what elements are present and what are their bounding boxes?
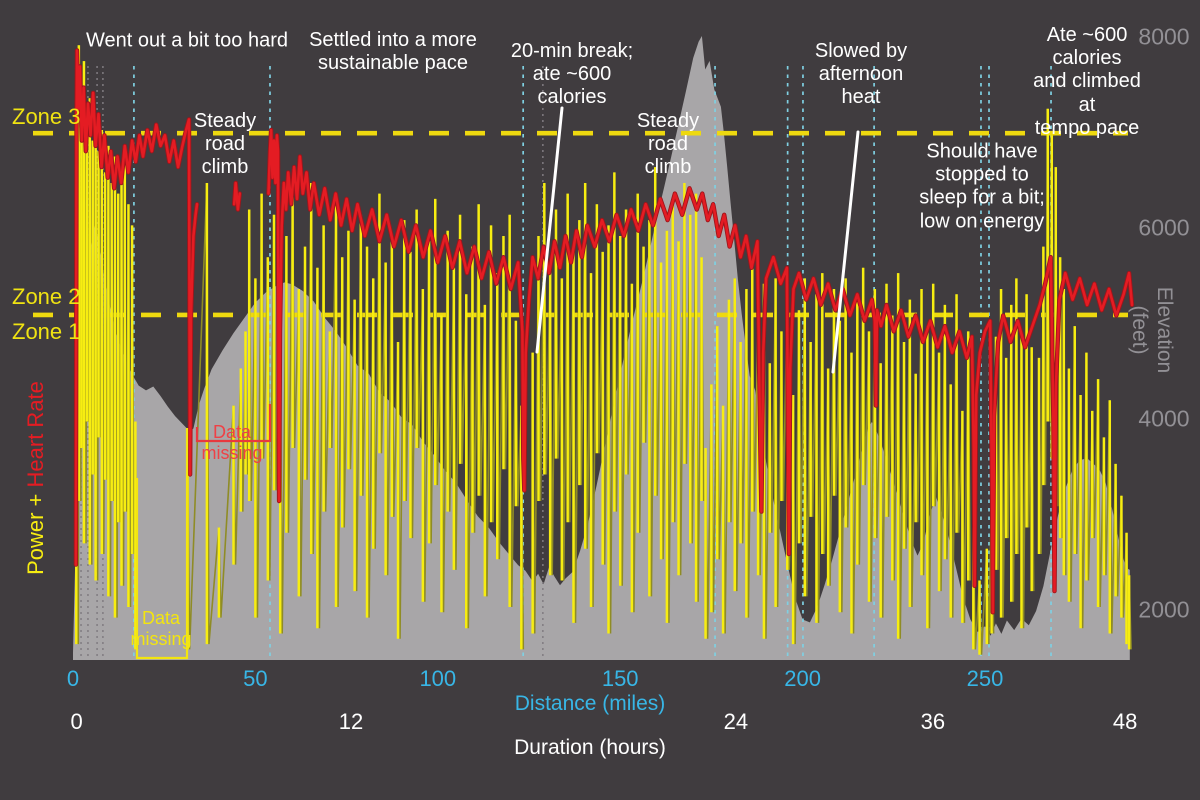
heart-rate-series: [232, 181, 241, 211]
heart-rate-series: [74, 49, 199, 566]
power-series-connector: [186, 182, 249, 650]
annotation-pointer-line: [831, 130, 860, 374]
annotation-pointer-line: [535, 106, 564, 354]
data-missing-bracket-heart_rate: [195, 404, 272, 443]
data-missing-bracket-power: [135, 428, 189, 660]
heart-rate-series: [267, 128, 1134, 614]
